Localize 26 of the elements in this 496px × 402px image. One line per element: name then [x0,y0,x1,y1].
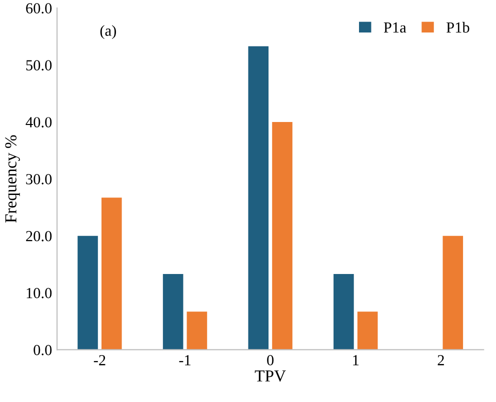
x-axis-title: TPV [254,370,286,382]
x-tick-label: 1 [353,355,359,366]
y-tick-label: 30.0 [26,174,52,184]
x-tick-label: -1 [179,355,190,366]
x-tick-label: 0 [267,355,274,366]
bar [248,46,269,350]
bar [186,312,208,350]
bar [78,236,98,350]
legend-label: P1b [446,22,470,33]
y-tick-label: 40.0 [26,117,52,128]
bar [101,198,122,350]
y-tick-label: 20.0 [26,230,52,242]
bar [334,274,354,350]
x-tick-label: -2 [94,355,106,366]
y-axis-title: Frequency % [5,135,20,223]
x-tick-label: 2 [438,355,444,366]
annotation: (a) [100,25,116,39]
bar [357,312,378,350]
bar [162,274,184,350]
y-tick-label: 50.0 [26,60,52,71]
bar [272,122,292,350]
y-tick-label: 10.0 [26,288,52,298]
y-tick-label: 60.0 [26,3,52,14]
y-tick-label: 0.0 [34,344,52,356]
legend-label: P1a [384,22,406,33]
bar [442,236,464,350]
